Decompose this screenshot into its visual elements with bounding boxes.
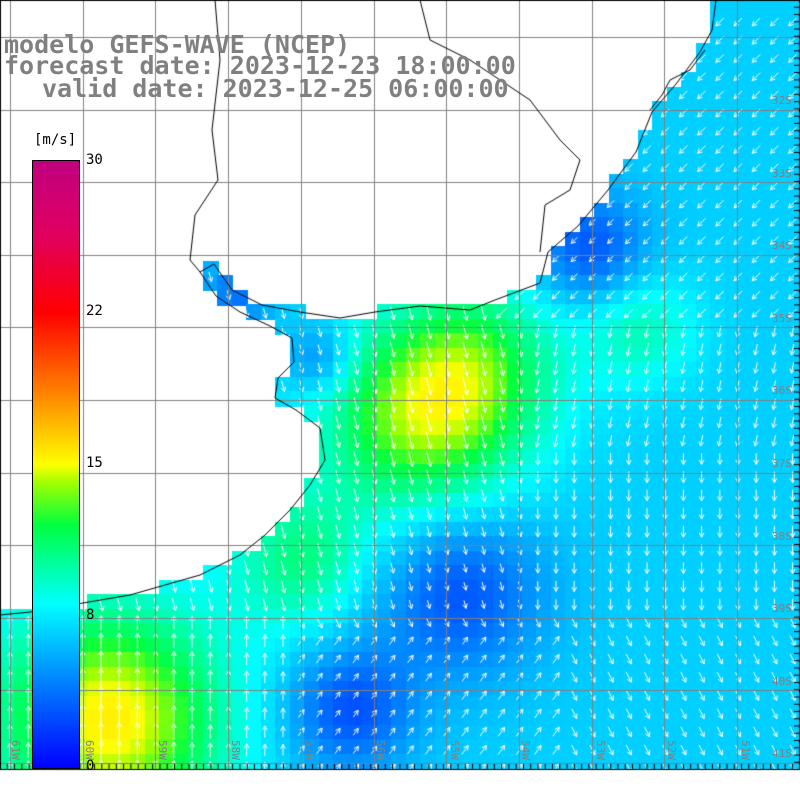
forecast-date: forecast date: 2023-12-23 18:00:00 (4, 51, 516, 80)
longitude-label: 59W (156, 740, 169, 760)
latitude-label: 35S (772, 311, 792, 325)
valid-date: valid date: 2023-12-25 06:00:00 (42, 74, 509, 103)
colorbar-unit: [m/s] (34, 132, 77, 148)
colorbar-label-15: 15 (86, 455, 103, 471)
colorbar (32, 160, 80, 769)
colorbar-label-22: 22 (86, 303, 103, 319)
colorbar-label-8: 8 (86, 607, 95, 623)
longitude-label: 55W (448, 740, 461, 760)
latitude-label: 34S (772, 239, 792, 253)
latitude-label: 32S (772, 94, 792, 107)
latitude-label: 37S (772, 457, 792, 470)
longitude-label: 56W (374, 740, 387, 760)
longitude-label: 53W (594, 740, 607, 760)
latitude-label: 36S (772, 384, 792, 398)
longitude-label: 52W (665, 740, 678, 760)
longitude-label: 57W (303, 740, 316, 760)
longitude-label: 51W (739, 740, 752, 760)
latitude-label: 33S (772, 166, 792, 180)
colorbar-label-0: 0 (86, 758, 95, 774)
longitude-label: 60W (83, 740, 96, 760)
longitude-label: 58W (229, 740, 242, 760)
model-title: modelo GEFS-WAVE (NCEP) (4, 30, 351, 59)
longitude-label: 54W (519, 740, 532, 760)
latitude-label: 38S (772, 529, 792, 543)
latitude-label: 40S (772, 674, 792, 688)
colorbar-label-30: 30 (86, 152, 103, 168)
longitude-label: 61W (9, 740, 22, 760)
latitude-label: 39S (772, 602, 792, 616)
latitude-label: 41S (772, 747, 792, 761)
